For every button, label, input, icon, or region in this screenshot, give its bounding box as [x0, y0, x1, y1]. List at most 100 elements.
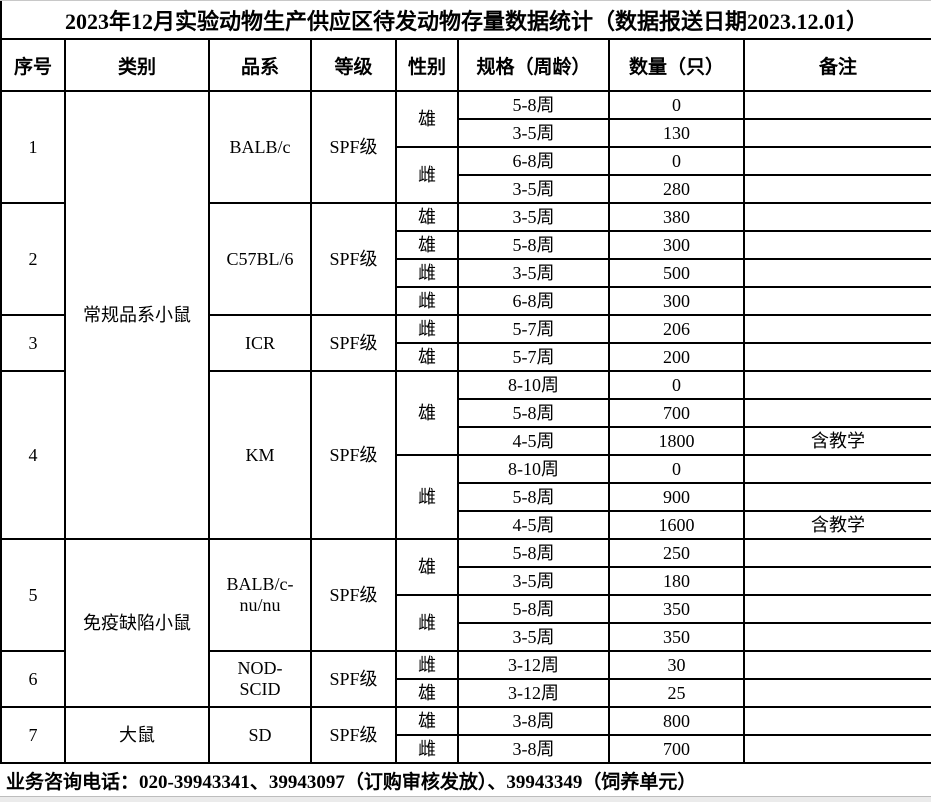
cell-note — [743, 482, 931, 512]
cell-sex: 雄 — [395, 370, 459, 456]
cell-note: 含教学 — [743, 510, 931, 540]
page-title: 2023年12月实验动物生产供应区待发动物存量数据统计（数据报送日期2023.1… — [0, 1, 931, 38]
table-row: 6 NOD- SCID SPF级 雌 3-12周 30 — [0, 650, 931, 708]
cell-note — [743, 594, 931, 624]
cell-qty: 700 — [608, 398, 745, 428]
cell-sex: 雌 — [395, 594, 459, 652]
cell-qty: 200 — [608, 342, 745, 372]
cell-sex: 雄 — [395, 202, 459, 232]
header-row: 序号 类别 品系 等级 性别 规格（周龄） 数量（只） 备注 — [0, 38, 931, 92]
cell-sex: 雌 — [395, 146, 459, 204]
cell-qty: 280 — [608, 174, 745, 204]
cell-qty: 1600 — [608, 510, 745, 540]
table-row: 3-5周 280 — [1, 174, 931, 204]
cell-qty: 1800 — [608, 426, 745, 456]
cell-spec: 3-5周 — [457, 174, 610, 204]
cell-category: 免疫缺陷小鼠 — [64, 538, 210, 708]
cell-category: 常规品系小鼠 — [64, 90, 210, 540]
cell-qty: 0 — [608, 370, 745, 400]
cell-note — [743, 342, 931, 372]
col-header-spec: 规格（周龄） — [457, 38, 610, 92]
cell-spec: 5-8周 — [457, 538, 610, 568]
cell-note — [743, 230, 931, 260]
col-header-sex: 性别 — [395, 38, 459, 92]
cell-note — [743, 258, 931, 288]
cell-index: 5 — [0, 538, 66, 652]
cell-qty: 350 — [608, 622, 745, 652]
cell-spec: 3-12周 — [457, 650, 610, 680]
table-row: 4-5周 1800 含教学 — [1, 426, 931, 456]
cell-qty: 500 — [608, 258, 745, 288]
cell-qty: 380 — [608, 202, 745, 232]
table-row: 5 免疫缺陷小鼠 BALB/c- nu/nu SPF级 雄 5-8周 250 — [0, 538, 931, 708]
cell-category: 大鼠 — [64, 706, 210, 764]
cell-strain: NOD- SCID — [208, 650, 312, 708]
cell-note — [743, 678, 931, 708]
cell-strain: KM — [208, 370, 312, 540]
cell-sex: 雌 — [395, 314, 459, 344]
cell-spec: 3-5周 — [457, 118, 610, 148]
cell-strain: BALB/c — [208, 90, 312, 204]
cell-sex: 雄 — [395, 90, 459, 148]
cell-spec: 3-8周 — [457, 734, 610, 764]
cell-grade: SPF级 — [310, 202, 397, 316]
cell-note: 含教学 — [743, 426, 931, 456]
cell-spec: 3-5周 — [457, 258, 610, 288]
cell-sex: 雄 — [395, 678, 459, 708]
cell-spec: 8-10周 — [457, 454, 610, 484]
cell-strain: BALB/c- nu/nu — [208, 538, 312, 652]
table-row: 雌 3-5周 500 — [1, 258, 931, 288]
cell-qty: 900 — [608, 482, 745, 512]
cell-spec: 3-8周 — [457, 706, 610, 736]
table-row: 3-5周 180 — [1, 566, 931, 596]
cell-grade: SPF级 — [310, 650, 397, 708]
cell-index: 6 — [0, 650, 66, 708]
cell-note — [743, 734, 931, 764]
cell-spec: 5-8周 — [457, 482, 610, 512]
cell-grade: SPF级 — [310, 706, 397, 764]
cell-qty: 25 — [608, 678, 745, 708]
cell-spec: 5-8周 — [457, 398, 610, 428]
cell-note — [743, 398, 931, 428]
cell-qty: 130 — [608, 118, 745, 148]
cell-spec: 6-8周 — [457, 146, 610, 176]
cell-qty: 700 — [608, 734, 745, 764]
table-row: 雌 3-8周 700 — [1, 734, 931, 764]
col-header-quantity: 数量（只） — [608, 38, 745, 92]
cell-qty: 300 — [608, 286, 745, 316]
cell-note — [743, 650, 931, 680]
cell-qty: 350 — [608, 594, 745, 624]
cell-strain: ICR — [208, 314, 312, 372]
cell-qty: 30 — [608, 650, 745, 680]
cell-spec: 8-10周 — [457, 370, 610, 400]
cell-index: 2 — [0, 202, 66, 316]
animal-stock-table: 序号 类别 品系 等级 性别 规格（周龄） 数量（只） 备注 1 常规品系小鼠 … — [0, 38, 931, 764]
table-row: 雌 6-8周 300 — [1, 286, 931, 316]
cell-note — [743, 202, 931, 232]
table-row: 雄 5-7周 200 — [1, 342, 931, 372]
table-row: 雄 5-8周 300 — [1, 230, 931, 260]
cell-sex: 雄 — [395, 706, 459, 736]
cell-strain: C57BL/6 — [208, 202, 312, 316]
table-row: 3-5周 350 — [1, 622, 931, 652]
cell-note — [743, 314, 931, 344]
cell-qty: 180 — [608, 566, 745, 596]
cell-sex: 雄 — [395, 342, 459, 372]
cell-grade: SPF级 — [310, 314, 397, 372]
cell-strain: SD — [208, 706, 312, 764]
cell-note — [743, 706, 931, 736]
footer-contact: 业务咨询电话：020-39943341、39943097（订购审核发放）、399… — [6, 772, 697, 793]
cell-note — [743, 90, 931, 120]
cell-qty: 0 — [608, 90, 745, 120]
cell-spec: 5-7周 — [457, 314, 610, 344]
cell-qty: 800 — [608, 706, 745, 736]
cell-index: 1 — [0, 90, 66, 204]
cell-note — [743, 370, 931, 400]
cell-index: 7 — [0, 706, 66, 764]
cell-index: 4 — [0, 370, 66, 540]
cell-note — [743, 174, 931, 204]
table-row: 1 常规品系小鼠 BALB/c SPF级 雄 5-8周 0 — [0, 90, 931, 540]
cell-spec: 5-7周 — [457, 342, 610, 372]
cell-sex: 雌 — [395, 734, 459, 764]
